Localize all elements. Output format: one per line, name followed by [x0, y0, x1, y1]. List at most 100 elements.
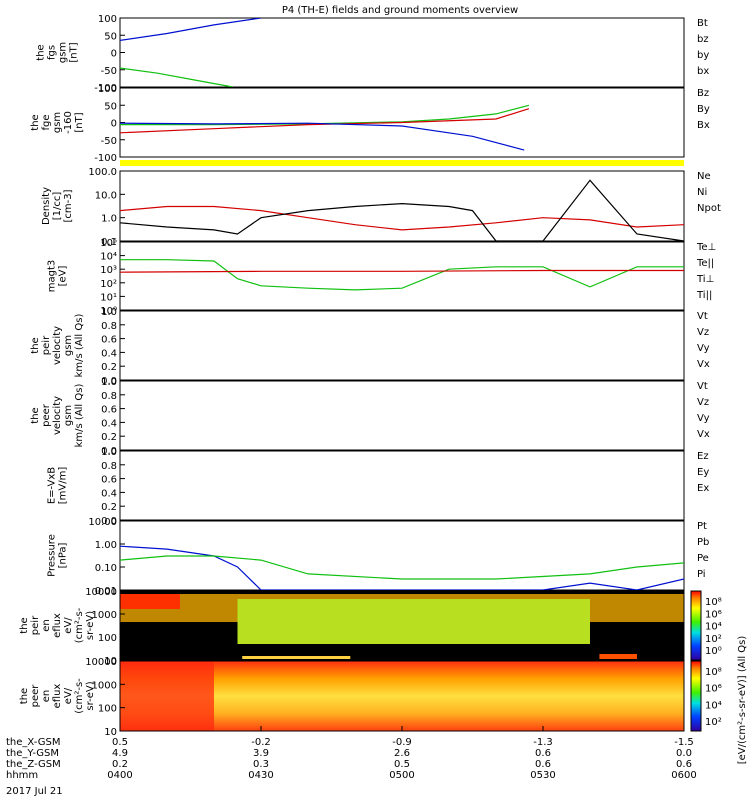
legend-peer_vel-Vx: Vx	[697, 429, 710, 440]
ytick-label-fgs: -100	[94, 83, 117, 94]
ylabel-peer_vel: the peer velocity gsm km/s (All Qs)	[30, 384, 85, 448]
orbit-value-y: 3.9	[253, 748, 269, 759]
orbit-value-t: 0530	[530, 770, 555, 781]
series-temp-Te⊥	[120, 269, 684, 273]
ylabel-line: peer	[30, 684, 41, 708]
legend-pressure-Pi: Pi	[697, 569, 706, 580]
panel-frame-peir_vel	[119, 310, 685, 381]
legend-pressure-Pe: Pe	[697, 553, 709, 564]
ylabel-line: peer	[41, 403, 52, 427]
ytick-label-temp: 10⁴	[100, 252, 117, 263]
ytick-label-pressure: 10.00	[88, 517, 117, 528]
ytick-label-fgs: 50	[104, 31, 117, 42]
orbit-value-z: 0.6	[535, 759, 551, 770]
ytick-label-peir_vel: 0.2	[101, 362, 117, 373]
orbit-value-z: 0.6	[676, 759, 692, 770]
ytick-label-peer_en: 1000	[92, 680, 117, 691]
ytick-label-peer_vel: 0.4	[101, 418, 117, 429]
legend-temp-Te⊥: Te⊥	[696, 242, 716, 253]
legend-fgs-bx: bx	[697, 66, 709, 77]
legend-pressure-Pb: Pb	[697, 537, 709, 548]
ytick-label-efield: 0.4	[101, 488, 117, 499]
legend-fgs-bz: bz	[697, 34, 709, 45]
ytick-label-density: 1.0	[101, 214, 117, 225]
ytick-label-peir_vel: 0.6	[101, 335, 117, 346]
ylabel-line: peir	[41, 335, 52, 355]
ylabel-line: gsm	[63, 405, 74, 426]
orbit-axis-labels: 0.54.90.20400-0.23.90.30430-0.92.60.5050…	[6, 737, 697, 781]
ylabel-line: velocity	[52, 326, 63, 365]
peir-band-start	[120, 594, 180, 609]
peir-low-patch	[599, 654, 637, 659]
date-label: 2017 Jul 21	[6, 786, 63, 797]
ylabel-line: Density	[41, 187, 52, 225]
ylabel-line: [eV]	[58, 266, 69, 287]
series-pressure-Pe	[120, 555, 684, 580]
ylabel-line: the	[30, 114, 41, 130]
legend-pressure-Pt: Pt	[697, 521, 707, 532]
ytick-label-peer_vel: 0.8	[101, 391, 117, 402]
orbit-value-z: 0.2	[112, 759, 128, 770]
peir-low-strip	[242, 656, 351, 659]
ytick-label-peir_en: 10000	[85, 587, 117, 598]
orbit-row-label: the_X-GSM	[6, 737, 60, 748]
ytick-label-fgs: -50	[101, 66, 117, 77]
ylabel-line: peir	[30, 615, 41, 635]
ylabel-line: fge	[41, 114, 52, 130]
ytick-label-pressure: 1.00	[95, 540, 117, 551]
orbit-row-label: the_Y-GSM	[6, 748, 59, 759]
ylabel-density: Density [1/cc] [cm-3]	[41, 187, 74, 225]
ytick-label-fge: 100	[98, 84, 117, 95]
colorbar-tick: 10⁶	[705, 609, 722, 620]
ylabel-line: gsm	[52, 112, 63, 133]
ylabel-line: fgs	[47, 45, 58, 60]
orbit-value-t: 0400	[107, 770, 132, 781]
legend-fgs-by: by	[697, 50, 709, 61]
ylabel-line: sr-eV)	[85, 611, 96, 640]
legend-fge-Bz: Bz	[697, 88, 709, 99]
ytick-label-peer_vel: 1.0	[101, 377, 117, 388]
ytick-label-temp: 10⁰	[100, 306, 117, 317]
legend-peer_vel-Vz: Vz	[697, 397, 709, 408]
ylabel-line: the	[30, 407, 41, 423]
peer-hot-region	[120, 661, 214, 731]
colorbar-tick: 10⁸	[705, 597, 722, 608]
panels-layer	[119, 17, 702, 732]
panel-frame-peer_vel	[119, 380, 685, 451]
legend-peir_vel-Vz: Vz	[697, 327, 709, 338]
ylabel-line: [mV/m]	[58, 467, 69, 505]
colorbar-0	[690, 590, 702, 661]
panel-frame-peir_en	[119, 590, 685, 661]
ytick-label-peir_vel: 1.0	[101, 307, 117, 318]
orbit-value-z: 0.3	[253, 759, 269, 770]
ylabel-line: en	[41, 619, 52, 632]
ylabel-line: eV/	[63, 617, 74, 634]
colorbar-1	[690, 660, 702, 732]
ytick-label-efield: 0.2	[101, 502, 117, 513]
orbit-value-x: 0.5	[112, 737, 128, 748]
series-fgs-by	[120, 67, 233, 88]
ylabel-peir_en: the peir en eflux eV/(cm²-s-sr-eV)	[19, 607, 96, 643]
ytick-label-fge: 0	[111, 119, 117, 130]
ylabel-line: [cm-3]	[63, 189, 74, 222]
ytick-label-fgs: 100	[98, 14, 117, 25]
legend-peir_vel-Vx: Vx	[697, 359, 710, 370]
legend-peir_vel-Vt: Vt	[697, 311, 708, 322]
orbit-value-y: 0.6	[535, 748, 551, 759]
ylabel-pressure: Pressure [nPa]	[47, 534, 69, 577]
ylabel-efield: E=-VxB [mV/m]	[47, 467, 69, 505]
ylabel-line: [nPa]	[58, 542, 69, 568]
panel-frame-density	[119, 170, 685, 242]
ytick-label-peer_en: 10	[104, 727, 117, 738]
ytick-label-fge: 50	[104, 101, 117, 112]
ylabel-line: [nT]	[69, 42, 80, 62]
colorbar-tick: 10²	[705, 717, 722, 728]
ytick-label-peer_en: 10000	[85, 657, 117, 668]
ylabel-line: (cm²-s-	[74, 678, 85, 714]
panel-frame-efield	[119, 450, 685, 521]
ytick-label-peir_en: 10	[104, 656, 117, 667]
ytick-label-density: 0.1	[101, 237, 117, 248]
